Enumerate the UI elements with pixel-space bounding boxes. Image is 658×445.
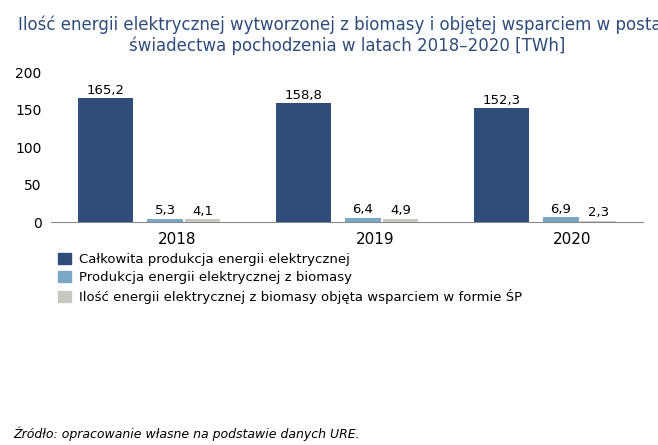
Text: 165,2: 165,2 (87, 84, 125, 97)
Text: 4,9: 4,9 (390, 204, 411, 217)
Bar (147, 218, 183, 222)
Bar (543, 217, 578, 222)
Text: 2,3: 2,3 (588, 206, 609, 219)
Legend: Całkowita produkcja energii elektrycznej, Produkcja energii elektrycznej z bioma: Całkowita produkcja energii elektrycznej… (58, 253, 522, 304)
Text: 6,4: 6,4 (353, 203, 373, 216)
Bar (276, 103, 331, 222)
Text: 152,3: 152,3 (482, 93, 520, 107)
Bar (185, 219, 220, 222)
Bar (580, 221, 616, 222)
Title: Ilość energii elektrycznej wytworzonej z biomasy i objętej wsparciem w postaci
ś: Ilość energii elektrycznej wytworzonej z… (18, 15, 658, 55)
Text: 4,1: 4,1 (192, 205, 213, 218)
Bar (383, 219, 418, 222)
Bar (345, 218, 381, 222)
Bar (474, 108, 529, 222)
Text: 5,3: 5,3 (155, 204, 176, 217)
Text: Źródło: opracowanie własne na podstawie danych URE.: Źródło: opracowanie własne na podstawie … (13, 426, 360, 441)
Bar (78, 98, 134, 222)
Text: 6,9: 6,9 (550, 203, 571, 216)
Text: 158,8: 158,8 (285, 89, 322, 102)
